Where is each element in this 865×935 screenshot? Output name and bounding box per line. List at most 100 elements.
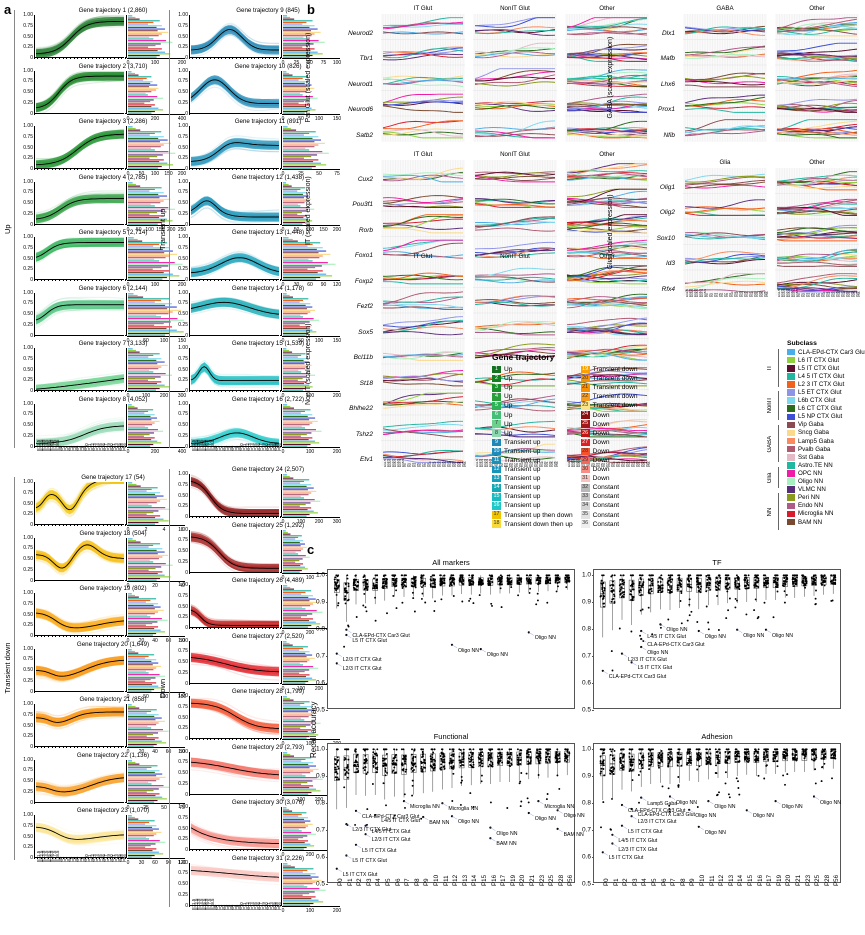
x-tick-marks bbox=[35, 279, 124, 281]
y-tick-mark bbox=[326, 575, 328, 576]
outlier-annotation: Lamp5 Gaba bbox=[647, 801, 677, 807]
bar-x-tick-label: 0 bbox=[127, 449, 130, 455]
trajectory-swatch-28: 28 bbox=[581, 448, 590, 456]
x-axis-tick-label: P12 bbox=[718, 875, 725, 886]
subclass-label: Sncg Gaba bbox=[798, 429, 829, 436]
y-tick-mark bbox=[34, 404, 36, 405]
subclass-swatch bbox=[787, 446, 795, 453]
subclass-label: L4 5 IT CTX Glut bbox=[798, 373, 844, 380]
subclass-swatch bbox=[787, 357, 795, 364]
x-tick-marks bbox=[35, 802, 124, 804]
gene-label-neurod1: Neurod1 bbox=[323, 81, 373, 88]
subclass-swatch bbox=[787, 503, 795, 510]
y-tick-mark bbox=[189, 182, 191, 183]
gene-label-neurod2: Neurod2 bbox=[323, 30, 373, 37]
subclass-swatch bbox=[787, 478, 795, 485]
trajectory-legend-label: Transient up bbox=[504, 502, 540, 509]
y-tick-mark bbox=[34, 514, 36, 515]
outlier-annotation: Oligo NN bbox=[496, 831, 517, 837]
x-axis-tick-label: P5 bbox=[651, 878, 658, 886]
y-tick-mark bbox=[34, 826, 36, 827]
y-tick-mark bbox=[189, 784, 191, 785]
y-tick-mark bbox=[189, 773, 191, 774]
outlier-annotation: BAM NN bbox=[429, 820, 449, 826]
y-tick-mark bbox=[189, 37, 191, 38]
outlier-annotation: Microglia NN bbox=[544, 804, 574, 810]
subclass-group-label-NonIT: NonIT bbox=[767, 391, 776, 420]
trajectory-legend-label: Transient up bbox=[504, 493, 540, 500]
trajectory-swatch-8: 8 bbox=[492, 429, 501, 437]
subclass-label: L6 IT CTX Glut bbox=[798, 357, 839, 364]
subclass-legend-item: L2 3 IT CTX Glut bbox=[787, 380, 865, 388]
trajectory-swatch-32: 32 bbox=[581, 484, 590, 492]
y-tick-mark bbox=[189, 325, 191, 326]
trajectory-legend-label: Up bbox=[504, 402, 512, 409]
y-tick-mark bbox=[34, 792, 36, 793]
x-axis-tick-label: P14 bbox=[471, 875, 478, 886]
outlier-annotation: Oligo NN bbox=[666, 627, 687, 633]
panel-c-letter: c bbox=[307, 542, 314, 557]
y-tick-mark bbox=[592, 710, 594, 711]
y-tick-mark bbox=[34, 570, 36, 571]
y-tick-mark bbox=[189, 126, 191, 127]
outlier-annotation: Oligo NN bbox=[714, 804, 735, 810]
x-axis-tick-label: P5 bbox=[385, 878, 392, 886]
trajectory-legend-label: Transient up bbox=[504, 484, 540, 491]
expression-panel-3-1 bbox=[775, 14, 859, 142]
y-tick-mark bbox=[34, 203, 36, 204]
y-tick-mark bbox=[189, 641, 191, 642]
trajectory-swatch-24: 24 bbox=[581, 411, 590, 419]
subclass-swatch bbox=[787, 414, 795, 421]
subclass-label: L5 IT CTX Glut bbox=[798, 365, 839, 372]
y-tick-mark bbox=[189, 596, 191, 597]
expression-panel-2-0 bbox=[381, 262, 465, 466]
y-tick-mark bbox=[189, 884, 191, 885]
subclass-group-label-Glia: Glia bbox=[767, 467, 776, 488]
x-axis-tick-label: P17 bbox=[500, 875, 507, 886]
y-tick-mark bbox=[34, 237, 36, 238]
block-axis-label-4: Glia (scaled expression) bbox=[607, 168, 618, 296]
trajectory-swatch-14: 14 bbox=[492, 484, 501, 492]
y-tick-mark bbox=[592, 629, 594, 630]
y-tick-mark bbox=[34, 137, 36, 138]
x-tick-marks bbox=[35, 390, 124, 392]
subclass-legend-item: L6 CT CTX Glut bbox=[787, 405, 865, 413]
gene-trajectory-legend-title: Gene trajectory bbox=[492, 352, 692, 362]
subclass-swatch bbox=[787, 405, 795, 412]
y-tick-mark bbox=[34, 348, 36, 349]
subclass-swatch bbox=[787, 381, 795, 388]
outlier-annotation: CLA-EPd-CTX Car3 Glut bbox=[647, 642, 704, 648]
y-tick-mark bbox=[189, 269, 191, 270]
trajectory-legend-label: Transient up then down bbox=[504, 512, 573, 519]
y-tick-mark bbox=[34, 47, 36, 48]
trajectory-swatch-18: 18 bbox=[492, 520, 501, 528]
x-axis-tick-label: P1 bbox=[347, 878, 354, 886]
subclass-swatch bbox=[787, 373, 795, 380]
y-tick-mark bbox=[34, 259, 36, 260]
x-axis-tick-label: P6 bbox=[661, 878, 668, 886]
trajectory-swatch-4: 4 bbox=[492, 393, 501, 401]
y-tick-mark bbox=[34, 148, 36, 149]
subclass-label: L6b CTX Glut bbox=[798, 397, 836, 404]
gene-label-satb2: Satb2 bbox=[323, 132, 373, 139]
y-tick-mark bbox=[189, 696, 191, 697]
subclass-swatch bbox=[787, 349, 795, 356]
